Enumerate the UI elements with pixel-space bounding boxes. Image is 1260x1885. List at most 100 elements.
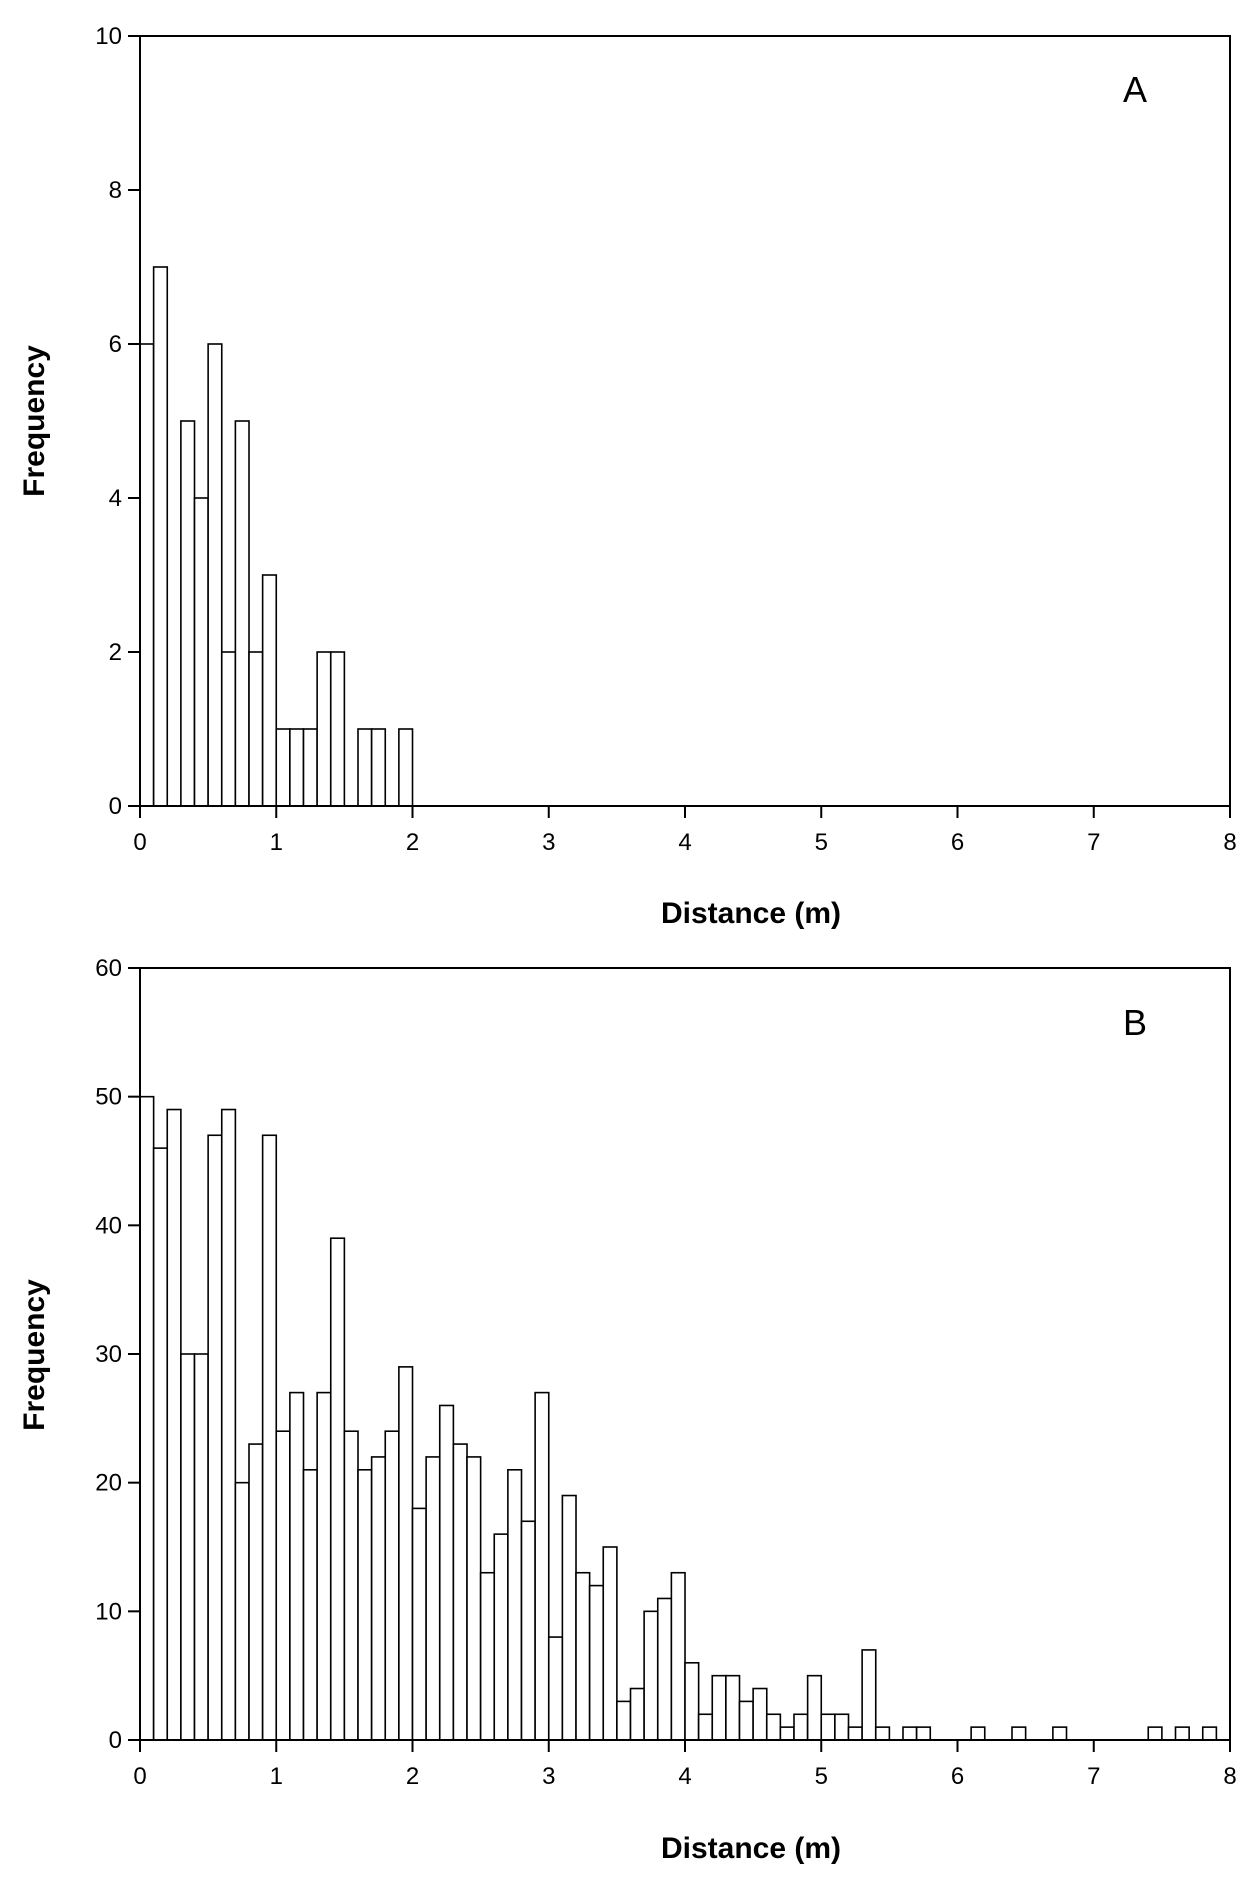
panel-b-bar bbox=[343, 1430, 359, 1741]
panel-b-y-tick-label: 40 bbox=[95, 1212, 122, 1239]
panel-b-y-tick-label: 60 bbox=[95, 955, 122, 982]
panel-a-bar bbox=[316, 651, 332, 807]
panel-b-bars bbox=[139, 1095, 1218, 1741]
panel-b-y-tick-label: 50 bbox=[95, 1084, 122, 1111]
panel-b-bar bbox=[357, 1469, 373, 1741]
panel-b-bar bbox=[602, 1546, 618, 1741]
panel-b-bar bbox=[970, 1726, 986, 1741]
panel-b-bar bbox=[656, 1597, 673, 1741]
panel-b-y-tick-label: 20 bbox=[95, 1470, 122, 1497]
panel-b-x-tick-label: 0 bbox=[133, 1763, 146, 1790]
panel-b-bar bbox=[874, 1726, 891, 1741]
panel-b-bar bbox=[289, 1391, 305, 1741]
panel-a-bar bbox=[180, 420, 196, 807]
panel-a-y-tick-label: 2 bbox=[109, 639, 122, 666]
panel-b-bar bbox=[629, 1687, 645, 1741]
panel-b-bar bbox=[1201, 1726, 1218, 1741]
panel-b-y-tick-label: 30 bbox=[95, 1341, 122, 1368]
panel-b-bar bbox=[697, 1713, 714, 1741]
panel-a-bar bbox=[152, 266, 169, 807]
panel-a-y-tick-label: 0 bbox=[109, 793, 122, 820]
panel-b-bar bbox=[806, 1674, 823, 1741]
panel-b-bar bbox=[711, 1674, 727, 1741]
panel-a-x-tick-label: 4 bbox=[678, 829, 691, 856]
panel-b-bar bbox=[220, 1108, 237, 1741]
panel-b-bar bbox=[847, 1726, 863, 1741]
panel-a-y-tick-label: 10 bbox=[95, 23, 122, 50]
panel-b-y-axis-title: Frequency bbox=[18, 1279, 51, 1431]
panel-a-bar bbox=[329, 651, 346, 807]
panel-b-bar bbox=[411, 1507, 427, 1741]
panel-b-bar bbox=[561, 1494, 577, 1741]
panel-a-letter: A bbox=[1123, 69, 1147, 110]
panel-a-bar bbox=[275, 728, 291, 807]
panel-b-bar bbox=[139, 1095, 155, 1741]
panel-b-bar bbox=[466, 1456, 482, 1741]
panel-b-bar bbox=[166, 1108, 182, 1741]
panel-b-bar bbox=[180, 1353, 196, 1741]
panel-b-bar bbox=[861, 1649, 877, 1741]
panel-b-bar bbox=[643, 1610, 659, 1741]
panel-b-bar bbox=[370, 1456, 387, 1741]
panel-b-x-tick-label: 4 bbox=[678, 1763, 691, 1790]
panel-a-x-tick-label: 5 bbox=[815, 829, 828, 856]
panel-b-bar bbox=[588, 1584, 605, 1741]
panel-b-bar bbox=[616, 1700, 632, 1741]
panel-b-y-tick-label: 0 bbox=[109, 1727, 122, 1754]
panel-a-y-axis-title: Frequency bbox=[18, 345, 51, 497]
panel-b-bar bbox=[1174, 1726, 1190, 1741]
panel-a-x-axis-title: Distance (m) bbox=[661, 897, 841, 930]
panel-b-bar bbox=[152, 1147, 169, 1741]
panel-a-bar bbox=[193, 497, 209, 807]
panel-b-bar bbox=[765, 1713, 782, 1741]
panel-b-bar bbox=[834, 1713, 850, 1741]
panel-b-bar bbox=[234, 1481, 250, 1741]
panel-b-bar bbox=[793, 1713, 809, 1741]
panel-b-bar bbox=[261, 1134, 278, 1741]
panel-b-x-tick-label: 6 bbox=[951, 1763, 964, 1790]
panel-a-bars bbox=[139, 266, 414, 807]
panel-a-bar bbox=[207, 343, 223, 807]
panel-a-bar bbox=[357, 728, 373, 807]
panel-b-bar bbox=[479, 1571, 496, 1741]
panel-a-bar bbox=[248, 651, 264, 807]
panel-a-bar bbox=[302, 728, 318, 807]
panel-a-bar bbox=[261, 574, 278, 807]
panel-b-bar bbox=[398, 1366, 414, 1741]
panel-a: 0 2 4 6 8 10 0 1 2 3 4 5 6 7 8 A Distance (m) Frequen… bbox=[18, 23, 1237, 930]
panel-b: 0 10 20 30 40 50 60 0 1 2 3 4 5 6 7 8 B Distance (m) F… bbox=[18, 955, 1237, 1865]
panel-a-x-tick-label: 1 bbox=[270, 829, 283, 856]
panel-a-bar bbox=[370, 728, 387, 807]
panel-b-bar bbox=[248, 1443, 264, 1741]
panel-b-bar bbox=[575, 1571, 591, 1741]
panel-a-y-tick-label: 6 bbox=[109, 331, 122, 358]
panel-a-x-tick-label: 8 bbox=[1223, 829, 1236, 856]
panel-b-bar bbox=[207, 1134, 223, 1741]
panel-a-bar bbox=[398, 728, 414, 807]
panel-b-x-tick-label: 1 bbox=[270, 1763, 283, 1790]
panel-a-x-axis: 0 1 2 3 4 5 6 7 8 bbox=[133, 806, 1237, 856]
panel-a-bar bbox=[234, 420, 250, 807]
panel-a-x-tick-label: 2 bbox=[406, 829, 419, 856]
panel-b-bar bbox=[275, 1430, 291, 1741]
panel-b-y-tick-label: 10 bbox=[95, 1598, 122, 1625]
panel-b-x-tick-label: 7 bbox=[1087, 1763, 1100, 1790]
panel-b-bar bbox=[452, 1443, 468, 1741]
panel-b-bar bbox=[193, 1353, 209, 1741]
panel-b-bar bbox=[547, 1636, 564, 1741]
panel-a-plot-frame bbox=[139, 35, 1231, 807]
panel-b-x-tick-label: 5 bbox=[815, 1763, 828, 1790]
panel-b-bar bbox=[1052, 1726, 1068, 1741]
panel-b-bar bbox=[1011, 1726, 1027, 1741]
panel-a-y-tick-label: 4 bbox=[109, 485, 122, 512]
panel-b-bar bbox=[915, 1726, 932, 1741]
panel-b-x-axis-title: Distance (m) bbox=[661, 1832, 841, 1865]
panel-b-bar bbox=[820, 1713, 836, 1741]
panel-b-bar bbox=[725, 1674, 741, 1741]
panel-b-bar bbox=[507, 1469, 523, 1741]
panel-b-x-axis: 0 1 2 3 4 5 6 7 8 bbox=[133, 1740, 1237, 1790]
panel-a-bar bbox=[289, 728, 305, 807]
panel-a-x-tick-label: 7 bbox=[1087, 829, 1100, 856]
panel-b-y-axis: 0 10 20 30 40 50 60 bbox=[95, 955, 140, 1754]
